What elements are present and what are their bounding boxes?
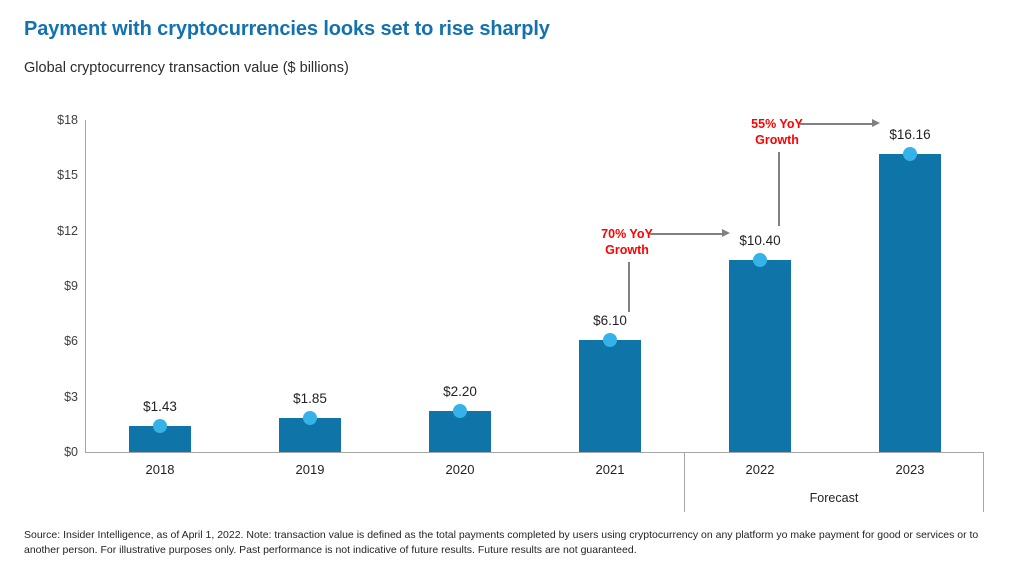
x-axis-tick-label: 2018 [145, 462, 175, 477]
forecast-region-label: Forecast [809, 491, 859, 505]
plot-right-border [983, 452, 984, 512]
arrow-shaft [650, 233, 722, 235]
annotation-connector-line [628, 262, 630, 312]
chart-subtitle: Global cryptocurrency transaction value … [24, 60, 349, 76]
bar-group: $1.85 [235, 120, 385, 452]
forecast-divider-line [684, 452, 685, 512]
arrow-head [722, 229, 730, 237]
bar[interactable] [879, 153, 941, 452]
bar-value-label: $1.85 [293, 390, 327, 406]
bar-group: $10.40 [685, 120, 835, 452]
bar-top-marker-dot [303, 410, 317, 425]
y-axis-tick-label: $3 [64, 389, 78, 404]
bar-value-label: $16.16 [889, 126, 931, 142]
growth-annotation-line2: Growth [755, 133, 799, 147]
y-axis-tick-label: $15 [57, 168, 78, 183]
y-axis-tick-labels: $0 $3 $6 $9 $12 $15 $18 [20, 0, 78, 576]
growth-annotation-line1: 55% YoY [751, 117, 803, 131]
x-axis-tick-label: 2019 [295, 462, 325, 477]
y-axis-line [85, 120, 86, 453]
bar[interactable] [429, 411, 491, 452]
growth-annotation-label: 70% YoY Growth [572, 226, 682, 258]
bar-top-marker-dot [453, 404, 467, 419]
y-axis-tick-label: $18 [57, 113, 78, 127]
bar-top-marker-dot [753, 253, 767, 268]
y-axis-tick-label: $6 [64, 334, 78, 349]
bar-group: $16.16 [835, 120, 985, 452]
x-axis-line [85, 452, 984, 453]
x-axis-tick-label: 2022 [745, 462, 775, 477]
bar-plot-area: $1.43 $1.85 $2.20 $6.10 $10.40 $16.16 [85, 120, 984, 452]
annotation-connector-line [778, 152, 780, 226]
bar-value-label: $10.40 [739, 233, 781, 249]
bar[interactable] [729, 260, 791, 452]
y-axis-tick-label: $12 [57, 223, 78, 238]
growth-annotation-line2: Growth [605, 243, 649, 257]
annotation-arrow-icon [800, 118, 880, 129]
bar-top-marker-dot [903, 146, 917, 161]
growth-annotation-line1: 70% YoY [601, 227, 653, 241]
y-axis-tick-label: $0 [64, 445, 78, 459]
bar-group: $1.43 [85, 120, 235, 452]
annotation-arrow-icon [650, 228, 730, 239]
bar-top-marker-dot [603, 332, 617, 347]
bar-value-label: $2.20 [443, 384, 477, 400]
x-axis-tick-label: 2021 [595, 462, 625, 477]
page-title: Payment with cryptocurrencies looks set … [24, 18, 550, 40]
bar-value-label: $6.10 [593, 312, 627, 328]
bar-group: $6.10 [535, 120, 685, 452]
bar[interactable] [579, 339, 641, 452]
growth-annotation-label: 55% YoY Growth [722, 116, 832, 148]
bar-top-marker-dot [153, 418, 167, 433]
bar-value-label: $1.43 [143, 398, 177, 414]
bar-group: $2.20 [385, 120, 535, 452]
arrow-head [872, 119, 880, 127]
x-axis-tick-label: 2020 [445, 462, 475, 477]
y-axis-tick-label: $9 [64, 279, 78, 293]
arrow-shaft [800, 123, 872, 125]
x-axis-tick-label: 2023 [895, 462, 925, 477]
footnote-text: Source: Insider Intelligence, as of Apri… [24, 529, 979, 556]
